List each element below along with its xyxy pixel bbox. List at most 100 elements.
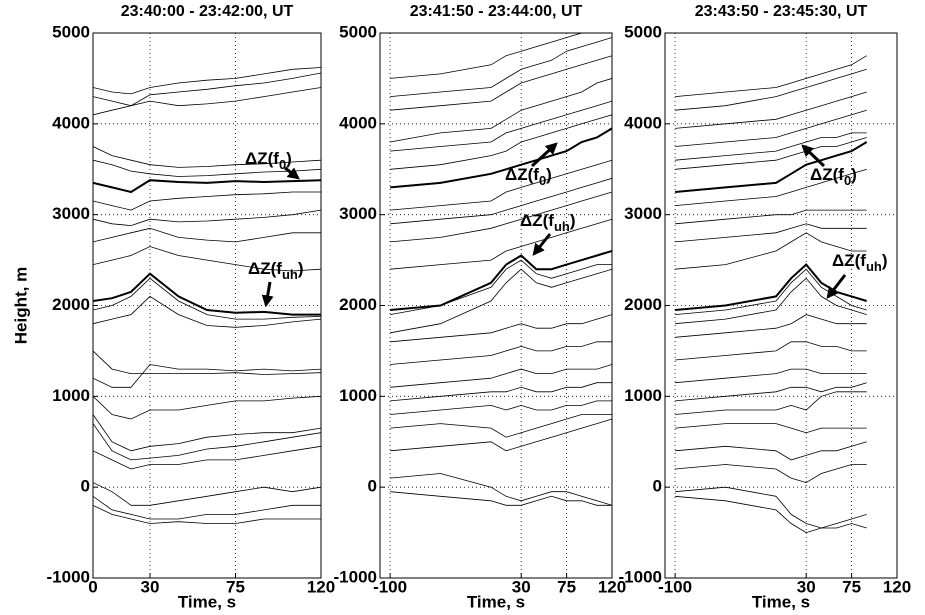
x-axis-label: Time, s <box>467 592 525 611</box>
lines <box>390 33 612 506</box>
data-line <box>675 368 867 384</box>
data-line <box>675 223 867 243</box>
data-line <box>675 277 867 325</box>
annotation: ΔZ(f0) <box>505 165 552 188</box>
annotation-text: ΔZ(f <box>832 251 866 270</box>
data-line <box>390 33 584 79</box>
data-line <box>390 400 612 415</box>
data-line <box>390 250 612 311</box>
lines <box>93 67 321 524</box>
data-line <box>93 67 321 95</box>
x-tick-label: 75 <box>842 577 861 596</box>
data-line <box>675 423 867 434</box>
y-tick-label: 4000 <box>339 113 377 132</box>
y-tick-label: 3000 <box>339 204 377 223</box>
data-line <box>93 272 321 316</box>
y-tick-label: -1000 <box>47 567 90 586</box>
data-line <box>390 341 612 365</box>
y-tick-label: 2000 <box>624 295 662 314</box>
panel: 23:40:00 - 23:42:00, UT-1000010002000300… <box>11 3 335 611</box>
y-tick-label: 1000 <box>52 386 90 405</box>
y-tick-label: 2000 <box>339 295 377 314</box>
data-line <box>93 295 321 328</box>
data-line <box>93 209 321 227</box>
data-line <box>675 232 867 270</box>
y-tick-label: 5000 <box>52 22 90 41</box>
annotation-tail: ) <box>570 211 576 230</box>
data-line <box>93 159 321 177</box>
y-tick-label: 4000 <box>624 113 662 132</box>
annotation-text: ΔZ(f <box>245 149 279 168</box>
data-line <box>675 382 867 402</box>
data-line <box>675 68 867 111</box>
data-line <box>390 55 612 111</box>
annotation-arrow <box>826 274 847 299</box>
data-line <box>390 259 612 315</box>
panel: 23:43:50 - 23:45:30, UT-1000010002000300… <box>619 3 912 611</box>
data-line <box>390 218 612 270</box>
y-tick-label: 2000 <box>52 295 90 314</box>
x-tick-label: 75 <box>226 577 245 596</box>
data-line <box>93 277 321 320</box>
annotation: ΔZ(fuh) <box>520 211 576 234</box>
panel-title: 23:43:50 - 23:45:30, UT <box>695 3 868 20</box>
data-line <box>675 391 867 415</box>
annotation-sub: uh <box>866 259 882 274</box>
annotation-tail: ) <box>286 149 292 168</box>
frame <box>379 32 613 579</box>
y-tick-label: 3000 <box>52 204 90 223</box>
annotation-sub: 0 <box>279 157 286 172</box>
data-line <box>93 191 321 211</box>
data-line <box>390 127 612 189</box>
data-line <box>93 87 321 116</box>
data-line <box>390 364 612 388</box>
data-line <box>675 168 867 206</box>
data-line <box>93 414 321 452</box>
annotation-arrow <box>284 166 300 180</box>
data-line <box>675 314 867 338</box>
y-tick-label: 1000 <box>624 386 662 405</box>
annotation-tail: ) <box>298 259 304 278</box>
x-tick-label: 30 <box>512 577 531 596</box>
annotation: ΔZ(fuh) <box>832 251 888 274</box>
x-axis-label: Time, s <box>752 592 810 611</box>
data-line <box>390 159 612 211</box>
x-tick-label: 120 <box>598 577 626 596</box>
x-tick-label: 30 <box>141 577 160 596</box>
annotation-tail: ) <box>851 165 857 184</box>
x-axis-label: Time, s <box>178 592 236 611</box>
annotation-text: ΔZ(f <box>248 259 282 278</box>
annotation-tail: ) <box>546 165 552 184</box>
x-tick-label: 120 <box>307 577 335 596</box>
data-line <box>675 441 867 461</box>
data-line <box>93 246 321 272</box>
annotation-arrow <box>532 233 552 256</box>
data-line <box>93 395 321 420</box>
data-line <box>675 495 867 534</box>
annotation-text: ΔZ(f <box>810 165 844 184</box>
x-tick-label: 75 <box>557 577 576 596</box>
data-line <box>675 268 867 315</box>
data-line <box>675 55 867 97</box>
data-line <box>93 179 321 194</box>
annotation: ΔZ(f0) <box>810 165 857 188</box>
data-line <box>675 263 867 311</box>
annotation-text: ΔZ(f <box>505 165 539 184</box>
x-tick-label: -100 <box>658 577 692 596</box>
data-line <box>390 414 612 438</box>
y-tick-label: 0 <box>81 477 90 496</box>
data-line <box>390 177 612 225</box>
data-line <box>675 486 867 529</box>
panel: 23:41:50 - 23:44:00, UT-1000010002000300… <box>334 3 627 611</box>
x-tick-label: 30 <box>797 577 816 596</box>
data-line <box>390 114 612 170</box>
data-line <box>93 482 321 506</box>
y-tick-label: 3000 <box>624 204 662 223</box>
annotation-text: ΔZ(f <box>520 211 554 230</box>
y-tick-label: 4000 <box>52 113 90 132</box>
frame <box>92 32 322 579</box>
data-line <box>93 423 321 461</box>
data-line <box>390 418 612 452</box>
data-line <box>390 37 612 97</box>
